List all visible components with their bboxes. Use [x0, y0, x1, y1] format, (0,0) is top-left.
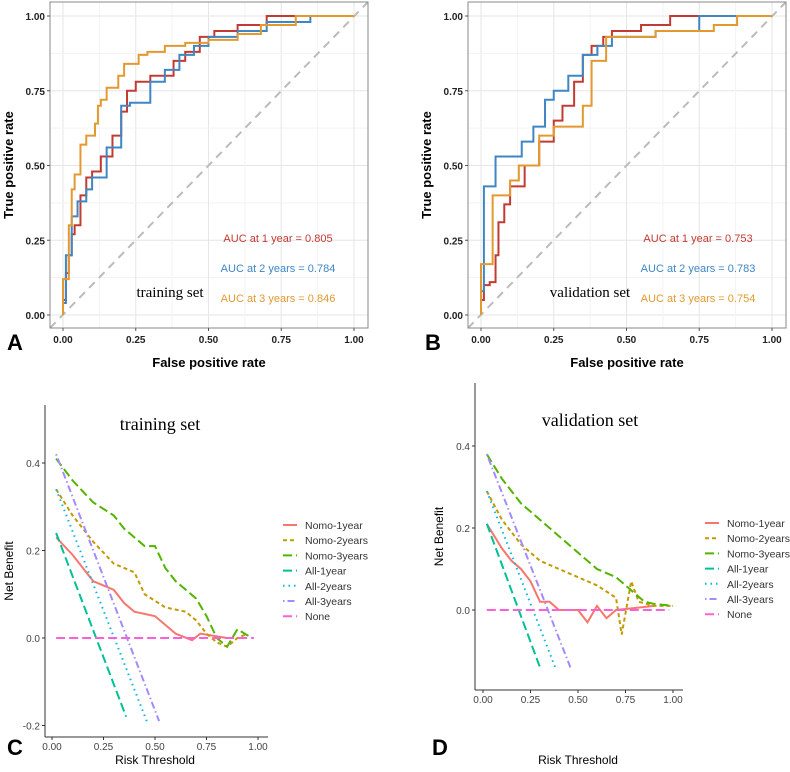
auc-label: AUC at 2 years = 0.783 [641, 263, 756, 275]
x-axis-label: Risk Threshold [538, 753, 618, 767]
y-tick-label: 0.00 [26, 311, 46, 322]
auc-label: AUC at 1 year = 0.753 [643, 233, 752, 245]
panel-A: 0.00 0.25 0.50 0.75 1.00 0.00 0.25 0.50 0.75 1.00… [1, 1, 369, 370]
y-tick-label: 0.75 [444, 87, 464, 98]
x-tick-label: 0.25 [126, 335, 146, 346]
y-tick-label: 0.50 [26, 162, 46, 173]
dca-curve-all-1year [485, 523, 541, 668]
y-axis-label: True positive rate [419, 111, 434, 219]
y-tick-label: 0.2 [456, 524, 470, 535]
x-tick-label: 0.00 [473, 695, 493, 706]
y-tick-label: 0.75 [26, 87, 46, 98]
legend-label: Nomo-1year [305, 520, 363, 532]
x-tick-label: 0.00 [42, 742, 62, 753]
y-tick-label: 0.25 [444, 236, 464, 247]
x-axis-label: Risk Threshold [115, 753, 195, 767]
legend-label: Nomo-3years [727, 548, 790, 560]
legend-label: All-2years [727, 579, 774, 591]
legend-label: All-3years [305, 596, 352, 608]
legend-label: None [727, 609, 752, 621]
y-tick-label: 0.50 [444, 162, 464, 173]
auc-label: AUC at 2 years = 0.784 [221, 263, 336, 275]
x-tick-label: 0.75 [616, 695, 636, 706]
legend-label: Nomo-1year [727, 518, 785, 530]
panel-label: D [432, 735, 448, 760]
panel-label: A [7, 330, 23, 355]
x-tick-label: 0.50 [145, 742, 165, 753]
panel-label: C [7, 735, 23, 760]
y-axis-label: True positive rate [1, 111, 16, 219]
plot-title: validation set [542, 410, 638, 430]
dca-curve-nomo-3years [485, 453, 674, 607]
x-tick-label: 0.25 [521, 695, 541, 706]
y-tick-label: 0.25 [26, 236, 46, 247]
set-annotation: training set [136, 285, 204, 301]
x-tick-label: 0.00 [53, 335, 73, 346]
x-tick-label: 0.25 [544, 335, 564, 346]
reference-diagonal [49, 1, 369, 329]
x-tick-label: 0.50 [199, 335, 219, 346]
y-tick-label: 0.2 [26, 547, 40, 558]
dca-curve-all-2years [55, 488, 148, 722]
y-tick-label: 1.00 [444, 12, 464, 23]
legend-label: Nomo-2years [305, 535, 368, 547]
x-tick-label: 0.75 [272, 335, 292, 346]
x-axis-label: False positive rate [570, 355, 683, 370]
legend-label: None [305, 611, 330, 623]
panel-B: 0.00 0.25 0.50 0.75 1.00 0.00 0.25 0.50 0.75 1.00… [419, 1, 787, 370]
legend-label: All-1year [727, 564, 769, 576]
dca-curve-all-1year [55, 532, 128, 718]
y-tick-label: 0.4 [26, 459, 40, 470]
x-tick-label: 1.00 [248, 742, 268, 753]
auc-label: AUC at 3 years = 0.754 [641, 293, 756, 305]
roc-curve-3 [62, 15, 354, 315]
x-axis-label: False positive rate [152, 355, 265, 370]
reference-diagonal [467, 1, 787, 329]
x-tick-label: 1.00 [762, 335, 782, 346]
panel-C: 0.00 0.25 0.50 0.75 1.00 -0.2 0.0 0.2 0.4 Risk Th… [2, 405, 368, 767]
dca-curve-all-3years [485, 453, 572, 668]
x-tick-label: 0.25 [94, 742, 114, 753]
dca-curve-nomo-2years [485, 490, 673, 635]
auc-label: AUC at 1 year = 0.805 [223, 233, 332, 245]
y-tick-label: -0.2 [23, 722, 41, 733]
dca-curve-all-2years [485, 490, 557, 668]
x-tick-label: 0.50 [568, 695, 588, 706]
x-tick-label: 0.75 [690, 335, 710, 346]
x-tick-label: 1.00 [344, 335, 364, 346]
x-tick-label: 1.00 [663, 695, 683, 706]
legend-label: All-2years [305, 581, 352, 593]
y-tick-label: 0.00 [444, 311, 464, 322]
x-tick-label: 0.50 [617, 335, 637, 346]
panel-D: 0.00 0.25 0.50 0.75 1.00 0.0 0.2 0.4 Risk Thresh… [432, 383, 790, 767]
y-tick-label: 1.00 [26, 12, 46, 23]
legend-label: Nomo-2years [727, 533, 790, 545]
y-tick-label: 0.4 [456, 442, 470, 453]
dca-curve-nomo-2years [55, 488, 249, 648]
dca-curve-nomo-3years [55, 458, 253, 649]
x-tick-label: 0.00 [471, 335, 491, 346]
x-tick-label: 0.75 [197, 742, 217, 753]
panel-label: B [425, 330, 441, 355]
dca-curve-all-3years [55, 453, 161, 722]
y-axis-label: Net Benefit [432, 506, 446, 566]
y-axis-label: Net Benefit [2, 541, 16, 601]
auc-label: AUC at 3 years = 0.846 [221, 293, 336, 305]
legend-label: All-1year [305, 566, 347, 578]
y-tick-label: 0.0 [26, 634, 40, 645]
roc-curve-3 [480, 15, 772, 315]
plot-title: training set [120, 414, 200, 434]
y-tick-label: 0.0 [456, 606, 470, 617]
legend-label: All-3years [727, 594, 774, 606]
legend-label: Nomo-3years [305, 550, 368, 562]
set-annotation: validation set [550, 285, 631, 301]
